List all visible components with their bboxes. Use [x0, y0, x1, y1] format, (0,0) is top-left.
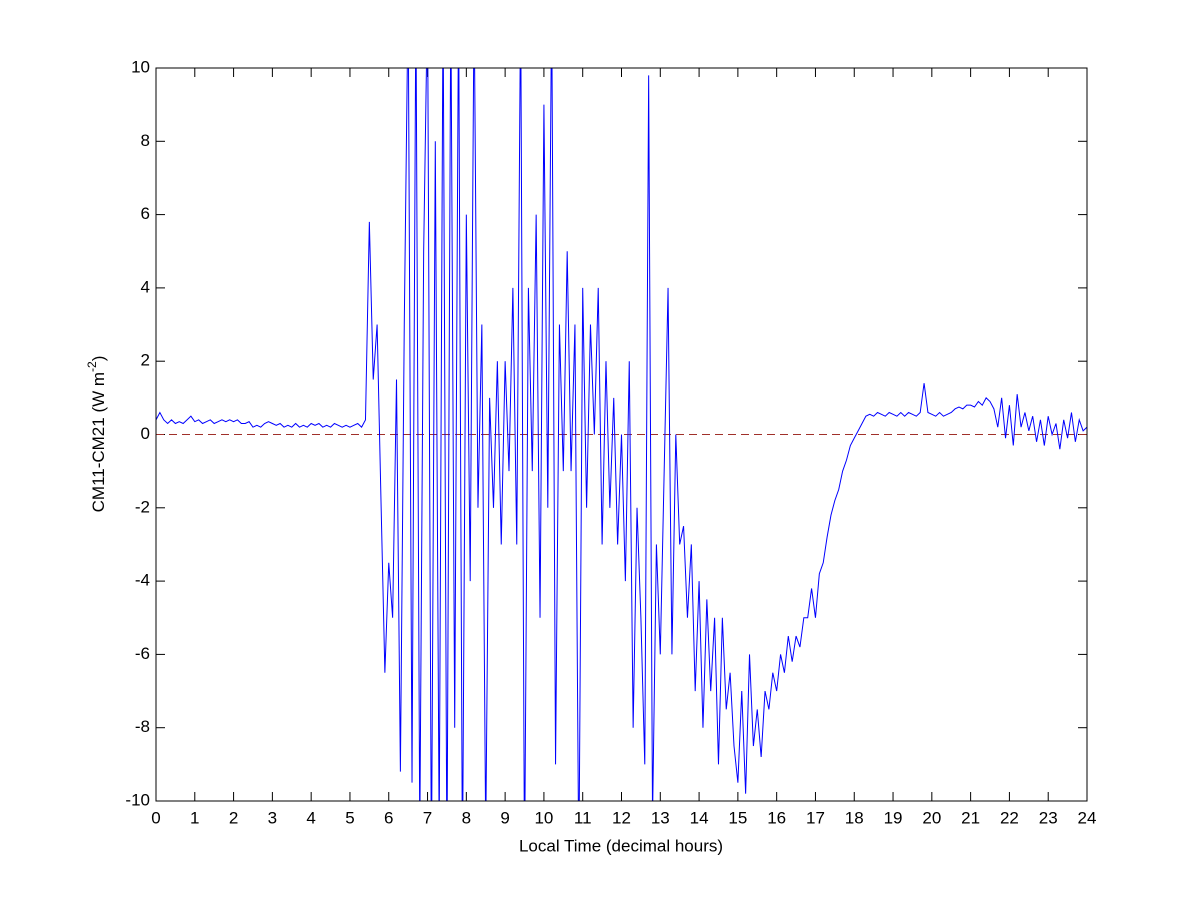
- x-tick-label: 14: [690, 808, 709, 827]
- y-tick-label: -2: [135, 497, 150, 516]
- x-axis-label: Local Time (decimal hours): [519, 836, 723, 855]
- y-tick-label: 10: [131, 57, 150, 76]
- x-tick-label: 21: [961, 808, 980, 827]
- x-tick-label: 4: [306, 808, 315, 827]
- x-tick-label: 6: [384, 808, 393, 827]
- y-tick-label: -10: [125, 790, 150, 809]
- x-tick-label: 20: [922, 808, 941, 827]
- x-tick-label: 11: [574, 808, 592, 827]
- y-axis-label-main: CM11-CM21 (W m: [89, 372, 108, 512]
- y-tick-label: 8: [141, 131, 150, 150]
- y-tick-label: 0: [141, 424, 150, 443]
- y-tick-label: -8: [135, 717, 150, 736]
- x-tick-label: 19: [884, 808, 903, 827]
- y-tick-label: 6: [141, 204, 150, 223]
- y-tick-label: -6: [135, 644, 150, 663]
- x-tick-label: 0: [151, 808, 160, 827]
- x-tick-label: 22: [1000, 808, 1019, 827]
- x-tick-label: 15: [728, 808, 747, 827]
- x-tick-label: 5: [345, 808, 354, 827]
- x-tick-label: 8: [462, 808, 471, 827]
- x-tick-label: 23: [1039, 808, 1058, 827]
- x-tick-label: 2: [229, 808, 238, 827]
- x-tick-label: 17: [806, 808, 825, 827]
- axes-box: [155, 67, 1088, 802]
- x-tick-label: 3: [268, 808, 277, 827]
- y-axis-label: CM11-CM21 (W m-2): [85, 356, 108, 513]
- x-tick-label: 10: [534, 808, 553, 827]
- x-tick-label: 24: [1078, 808, 1097, 827]
- data-line: [156, 68, 1087, 801]
- y-tick-label: -4: [135, 571, 150, 590]
- x-tick-label: 9: [500, 808, 509, 827]
- x-tick-label: 7: [423, 808, 432, 827]
- x-tick-label: 16: [767, 808, 786, 827]
- x-tick-label: 18: [845, 808, 864, 827]
- y-axis-label-end: ): [89, 356, 108, 362]
- x-tick-label: 1: [190, 808, 199, 827]
- x-tick-label: 13: [651, 808, 670, 827]
- y-axis-label-superscript: -2: [85, 361, 99, 372]
- y-tick-label: 2: [141, 351, 150, 370]
- y-tick-label: 4: [141, 277, 150, 296]
- x-tick-label: 12: [612, 808, 631, 827]
